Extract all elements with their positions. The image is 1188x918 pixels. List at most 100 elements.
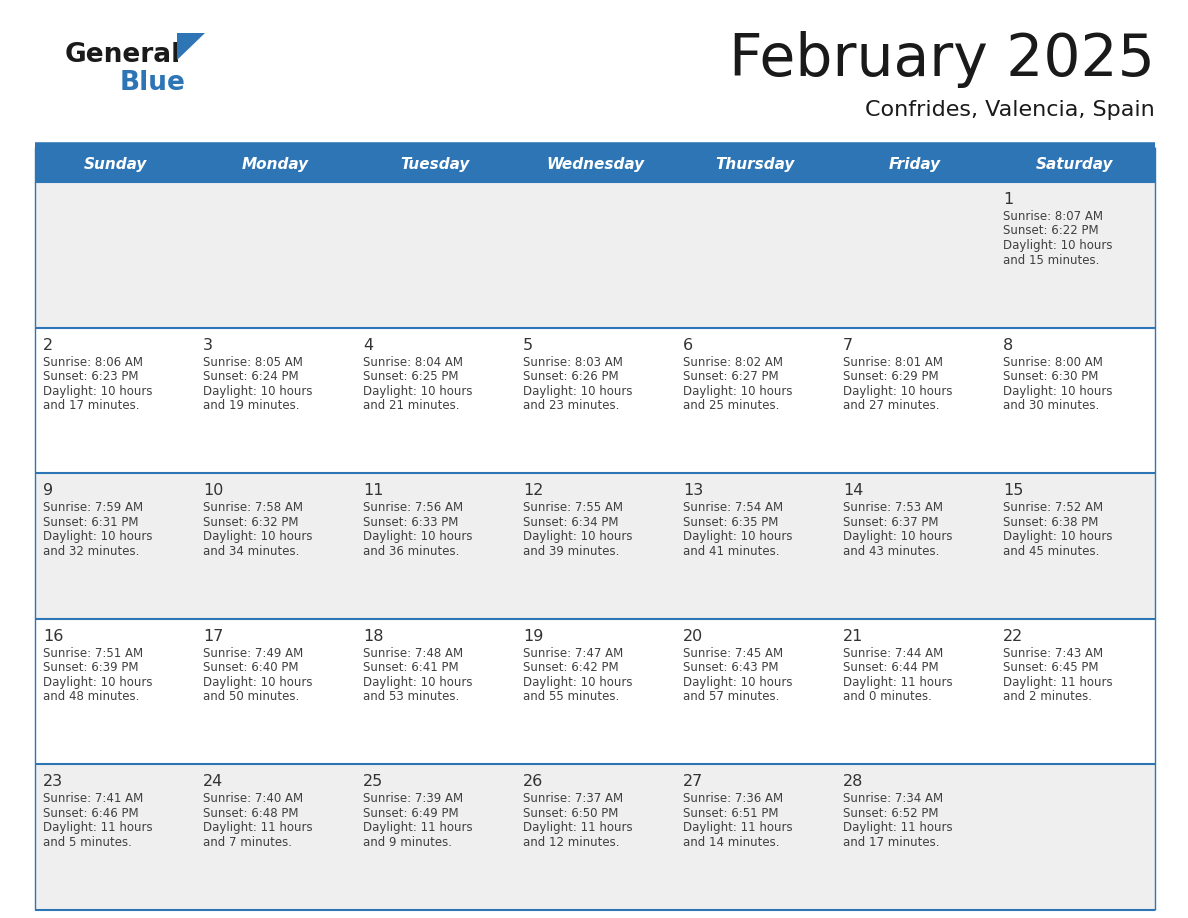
Text: Daylight: 11 hours: Daylight: 11 hours bbox=[364, 822, 473, 834]
Text: Sunset: 6:32 PM: Sunset: 6:32 PM bbox=[203, 516, 298, 529]
Text: Wednesday: Wednesday bbox=[546, 157, 644, 172]
Text: and 48 minutes.: and 48 minutes. bbox=[43, 690, 139, 703]
Text: and 53 minutes.: and 53 minutes. bbox=[364, 690, 460, 703]
Bar bbox=[34, 765, 1155, 910]
Text: and 57 minutes.: and 57 minutes. bbox=[683, 690, 779, 703]
Text: 25: 25 bbox=[364, 775, 384, 789]
Text: Sunset: 6:37 PM: Sunset: 6:37 PM bbox=[843, 516, 939, 529]
Text: 17: 17 bbox=[203, 629, 223, 644]
Text: Sunset: 6:23 PM: Sunset: 6:23 PM bbox=[43, 370, 139, 383]
Text: Sunrise: 7:44 AM: Sunrise: 7:44 AM bbox=[843, 647, 943, 660]
Text: Daylight: 11 hours: Daylight: 11 hours bbox=[683, 822, 792, 834]
Text: and 12 minutes.: and 12 minutes. bbox=[523, 836, 619, 849]
Text: and 55 minutes.: and 55 minutes. bbox=[523, 690, 619, 703]
Text: Daylight: 10 hours: Daylight: 10 hours bbox=[203, 676, 312, 688]
Text: Saturday: Saturday bbox=[1036, 157, 1114, 172]
Text: February 2025: February 2025 bbox=[729, 31, 1155, 88]
Text: Daylight: 11 hours: Daylight: 11 hours bbox=[43, 822, 152, 834]
Text: 2: 2 bbox=[43, 338, 53, 353]
Text: Sunrise: 8:05 AM: Sunrise: 8:05 AM bbox=[203, 355, 303, 369]
Text: 24: 24 bbox=[203, 775, 223, 789]
Text: Daylight: 10 hours: Daylight: 10 hours bbox=[843, 385, 953, 397]
Text: Daylight: 11 hours: Daylight: 11 hours bbox=[843, 676, 953, 688]
Text: Sunset: 6:40 PM: Sunset: 6:40 PM bbox=[203, 661, 298, 675]
Text: Daylight: 10 hours: Daylight: 10 hours bbox=[523, 676, 632, 688]
Bar bbox=[355, 147, 516, 182]
Text: Daylight: 10 hours: Daylight: 10 hours bbox=[683, 531, 792, 543]
Text: Sunrise: 8:04 AM: Sunrise: 8:04 AM bbox=[364, 355, 463, 369]
Text: 8: 8 bbox=[1003, 338, 1013, 353]
Text: 3: 3 bbox=[203, 338, 213, 353]
Text: Thursday: Thursday bbox=[715, 157, 795, 172]
Text: Sunset: 6:33 PM: Sunset: 6:33 PM bbox=[364, 516, 459, 529]
Text: Sunrise: 7:59 AM: Sunrise: 7:59 AM bbox=[43, 501, 143, 514]
Text: 19: 19 bbox=[523, 629, 543, 644]
Text: Daylight: 10 hours: Daylight: 10 hours bbox=[203, 531, 312, 543]
Text: Sunset: 6:29 PM: Sunset: 6:29 PM bbox=[843, 370, 939, 383]
Text: 16: 16 bbox=[43, 629, 63, 644]
Text: Sunrise: 7:39 AM: Sunrise: 7:39 AM bbox=[364, 792, 463, 805]
Text: Sunrise: 7:36 AM: Sunrise: 7:36 AM bbox=[683, 792, 783, 805]
Text: Sunrise: 7:53 AM: Sunrise: 7:53 AM bbox=[843, 501, 943, 514]
Text: Daylight: 11 hours: Daylight: 11 hours bbox=[843, 822, 953, 834]
Polygon shape bbox=[177, 33, 206, 60]
Bar bbox=[34, 328, 1155, 473]
Text: Daylight: 11 hours: Daylight: 11 hours bbox=[523, 822, 633, 834]
Text: Sunset: 6:44 PM: Sunset: 6:44 PM bbox=[843, 661, 939, 675]
Bar bbox=[516, 147, 675, 182]
Text: and 21 minutes.: and 21 minutes. bbox=[364, 399, 460, 412]
Text: 7: 7 bbox=[843, 338, 853, 353]
Text: Sunrise: 8:06 AM: Sunrise: 8:06 AM bbox=[43, 355, 143, 369]
Bar bbox=[34, 147, 195, 182]
Text: Sunset: 6:52 PM: Sunset: 6:52 PM bbox=[843, 807, 939, 820]
Text: Daylight: 11 hours: Daylight: 11 hours bbox=[1003, 676, 1113, 688]
Text: Sunset: 6:26 PM: Sunset: 6:26 PM bbox=[523, 370, 619, 383]
Text: Friday: Friday bbox=[889, 157, 941, 172]
Text: Daylight: 10 hours: Daylight: 10 hours bbox=[683, 385, 792, 397]
Text: Sunset: 6:45 PM: Sunset: 6:45 PM bbox=[1003, 661, 1099, 675]
Text: and 14 minutes.: and 14 minutes. bbox=[683, 836, 779, 849]
Bar bbox=[675, 147, 835, 182]
Text: Sunset: 6:49 PM: Sunset: 6:49 PM bbox=[364, 807, 459, 820]
Text: and 36 minutes.: and 36 minutes. bbox=[364, 544, 460, 558]
Text: Daylight: 10 hours: Daylight: 10 hours bbox=[43, 385, 152, 397]
Text: and 34 minutes.: and 34 minutes. bbox=[203, 544, 299, 558]
Text: Daylight: 10 hours: Daylight: 10 hours bbox=[1003, 531, 1112, 543]
Text: Sunrise: 7:58 AM: Sunrise: 7:58 AM bbox=[203, 501, 303, 514]
Text: Sunset: 6:30 PM: Sunset: 6:30 PM bbox=[1003, 370, 1099, 383]
Text: Sunset: 6:25 PM: Sunset: 6:25 PM bbox=[364, 370, 459, 383]
Text: Sunset: 6:38 PM: Sunset: 6:38 PM bbox=[1003, 516, 1099, 529]
Text: and 17 minutes.: and 17 minutes. bbox=[843, 836, 940, 849]
Text: Sunset: 6:41 PM: Sunset: 6:41 PM bbox=[364, 661, 459, 675]
Text: Daylight: 10 hours: Daylight: 10 hours bbox=[523, 385, 632, 397]
Text: Sunrise: 8:01 AM: Sunrise: 8:01 AM bbox=[843, 355, 943, 369]
Text: Daylight: 10 hours: Daylight: 10 hours bbox=[843, 531, 953, 543]
Text: Sunrise: 8:07 AM: Sunrise: 8:07 AM bbox=[1003, 210, 1102, 223]
Text: 9: 9 bbox=[43, 483, 53, 498]
Text: Daylight: 10 hours: Daylight: 10 hours bbox=[1003, 239, 1112, 252]
Text: and 5 minutes.: and 5 minutes. bbox=[43, 836, 132, 849]
Text: Sunday: Sunday bbox=[83, 157, 146, 172]
Text: General: General bbox=[65, 42, 182, 68]
Text: Sunset: 6:39 PM: Sunset: 6:39 PM bbox=[43, 661, 139, 675]
Text: 28: 28 bbox=[843, 775, 864, 789]
Text: Daylight: 10 hours: Daylight: 10 hours bbox=[683, 676, 792, 688]
Text: 20: 20 bbox=[683, 629, 703, 644]
Text: and 0 minutes.: and 0 minutes. bbox=[843, 690, 931, 703]
Bar bbox=[34, 182, 1155, 328]
Text: Monday: Monday bbox=[241, 157, 309, 172]
Text: Sunrise: 8:00 AM: Sunrise: 8:00 AM bbox=[1003, 355, 1102, 369]
Text: Sunrise: 7:52 AM: Sunrise: 7:52 AM bbox=[1003, 501, 1104, 514]
Text: and 17 minutes.: and 17 minutes. bbox=[43, 399, 139, 412]
Text: Daylight: 10 hours: Daylight: 10 hours bbox=[203, 385, 312, 397]
Bar bbox=[996, 147, 1155, 182]
Text: Blue: Blue bbox=[120, 70, 185, 96]
Text: Sunrise: 7:40 AM: Sunrise: 7:40 AM bbox=[203, 792, 303, 805]
Text: 11: 11 bbox=[364, 483, 384, 498]
Text: Sunrise: 7:55 AM: Sunrise: 7:55 AM bbox=[523, 501, 623, 514]
Text: 15: 15 bbox=[1003, 483, 1023, 498]
Text: Sunset: 6:22 PM: Sunset: 6:22 PM bbox=[1003, 225, 1099, 238]
Text: and 9 minutes.: and 9 minutes. bbox=[364, 836, 451, 849]
Text: and 45 minutes.: and 45 minutes. bbox=[1003, 544, 1099, 558]
Text: and 19 minutes.: and 19 minutes. bbox=[203, 399, 299, 412]
